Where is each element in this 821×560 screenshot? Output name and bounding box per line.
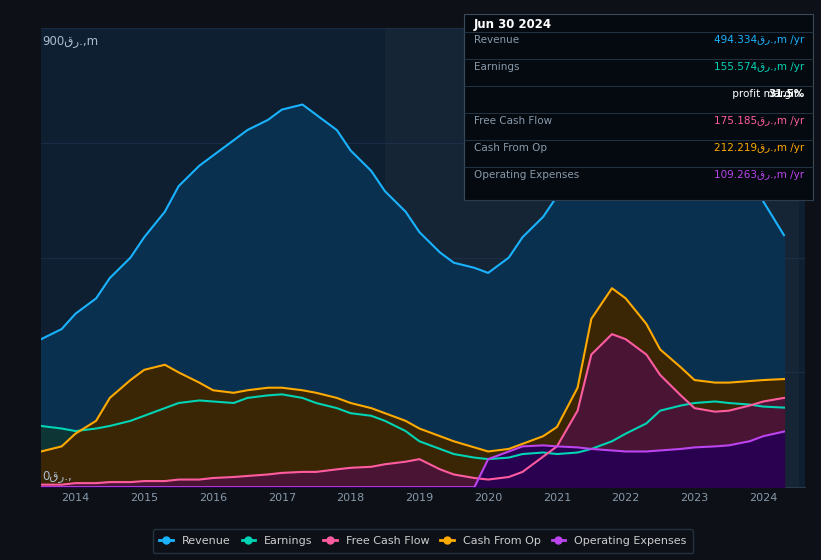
Text: 109.263قر.,m /yr: 109.263قر.,m /yr	[714, 170, 805, 180]
Text: Cash From Op: Cash From Op	[474, 143, 547, 153]
Text: 175.185قر.,m /yr: 175.185قر.,m /yr	[714, 116, 805, 126]
Bar	[385, 28, 488, 487]
Text: 31.5%: 31.5%	[768, 89, 805, 99]
Text: 494.334قر.,m /yr: 494.334قر.,m /yr	[714, 35, 805, 45]
Text: 212.219قر.,m /yr: 212.219قر.,m /yr	[714, 143, 805, 153]
Text: 155.574قر.,m /yr: 155.574قر.,m /yr	[714, 62, 805, 72]
Text: Free Cash Flow: Free Cash Flow	[474, 116, 552, 126]
Text: 0قر.,: 0قر.,	[43, 470, 72, 483]
Legend: Revenue, Earnings, Free Cash Flow, Cash From Op, Operating Expenses: Revenue, Earnings, Free Cash Flow, Cash …	[153, 529, 693, 553]
Text: 900قر.,m: 900قر.,m	[43, 35, 99, 48]
Text: Revenue: Revenue	[474, 35, 519, 45]
Text: Earnings: Earnings	[474, 62, 519, 72]
Text: profit margin: profit margin	[729, 89, 800, 99]
Bar	[488, 28, 798, 487]
Text: Jun 30 2024: Jun 30 2024	[474, 18, 552, 31]
Text: Operating Expenses: Operating Expenses	[474, 170, 579, 180]
